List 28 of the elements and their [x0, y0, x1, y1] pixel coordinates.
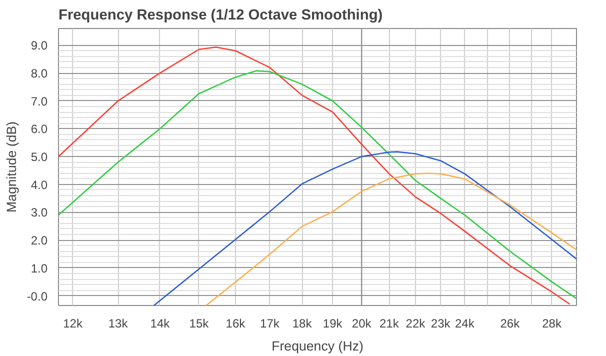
y-tick-label: 2.0 — [30, 234, 48, 248]
x-tick-label: 23k — [430, 316, 452, 330]
y-axis-title: Magnitude (dB) — [4, 121, 19, 213]
x-tick-label: 21k — [380, 316, 400, 330]
x-tick-label: 22k — [406, 316, 426, 330]
y-tick-label: 1.0 — [30, 261, 48, 276]
y-tick-label: 5.0 — [30, 150, 48, 164]
x-tick-label: 20k — [352, 316, 372, 330]
x-tick-label: 26k — [500, 316, 521, 330]
y-tick-label: 6.0 — [30, 122, 48, 136]
x-tick-label: 19k — [322, 316, 344, 330]
x-tick-label: 28k — [542, 316, 562, 330]
x-tick-label: 16k — [226, 316, 246, 330]
x-axis-title: Frequency (Hz) — [272, 338, 364, 354]
x-tick-label: 14k — [150, 316, 171, 330]
x-tick-label: 12k — [63, 316, 84, 330]
x-tick-label: 15k — [189, 316, 210, 330]
y-tick-label: 4.0 — [30, 178, 48, 192]
x-tick-label: 24k — [454, 316, 476, 330]
y-tick-label: 3.0 — [30, 206, 48, 220]
y-tick-label: 7.0 — [30, 94, 48, 108]
x-tick-label: 18k — [292, 316, 313, 330]
y-tick-label: -0.0 — [26, 289, 48, 304]
y-tick-label: 9.0 — [30, 38, 48, 53]
x-tick-label: 17k — [260, 316, 280, 330]
y-tick-label: 8.0 — [30, 66, 48, 81]
x-tick-label: 13k — [108, 316, 129, 330]
chart-title: Frequency Response (1/12 Octave Smoothing) — [58, 8, 383, 24]
